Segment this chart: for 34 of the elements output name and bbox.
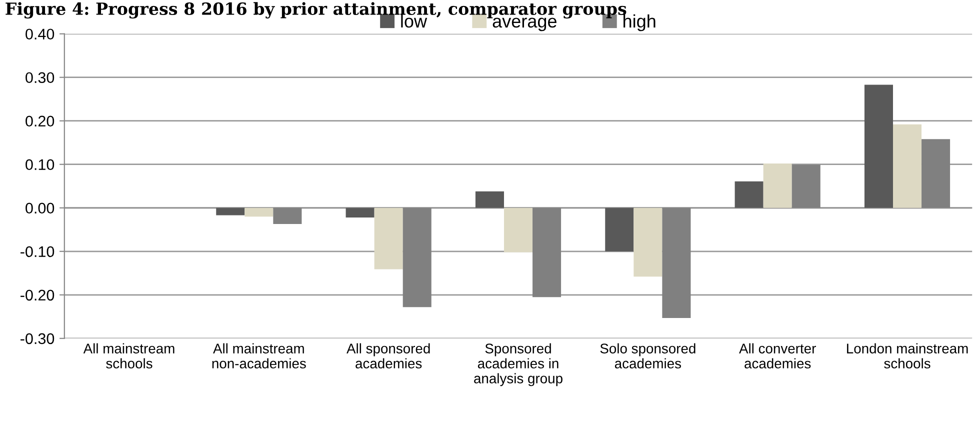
bar (244, 208, 274, 217)
y-tick-label: 0.40 (26, 28, 54, 40)
y-tick-label: -0.30 (20, 333, 54, 344)
bar (216, 208, 245, 216)
bar (893, 124, 922, 208)
bar (504, 208, 533, 252)
y-tick-label: 0.30 (26, 72, 54, 84)
bar (662, 208, 691, 318)
y-tick-label: 0.20 (26, 116, 54, 127)
bar (374, 208, 403, 270)
bar (605, 208, 634, 252)
bar (922, 139, 950, 208)
bar (634, 208, 662, 277)
x-tick-label: All mainstream schools (83, 343, 174, 368)
bar (792, 164, 820, 208)
y-tick-label: 0.00 (26, 202, 54, 214)
x-tick-label: All sponsored academies (346, 343, 430, 368)
bar (532, 208, 562, 298)
bar (475, 191, 504, 208)
bar (864, 84, 893, 208)
x-tick-label: London mainstream schools (847, 343, 968, 368)
y-tick-label: 0.10 (26, 159, 54, 170)
x-tick-label: All mainstream non-academies (212, 343, 306, 368)
x-tick-label: All converter academies (739, 343, 816, 368)
x-tick-label: Solo sponsored academies (600, 343, 696, 368)
bar (734, 181, 764, 208)
bar (346, 208, 374, 218)
bar (273, 208, 302, 224)
y-tick-label: -0.20 (20, 290, 54, 301)
bar (763, 163, 792, 208)
x-tick-label: Sponsored academies in analysis group (474, 343, 562, 386)
legend-label: average (492, 18, 556, 32)
bar (402, 208, 432, 308)
y-tick-label: -0.10 (20, 246, 54, 258)
